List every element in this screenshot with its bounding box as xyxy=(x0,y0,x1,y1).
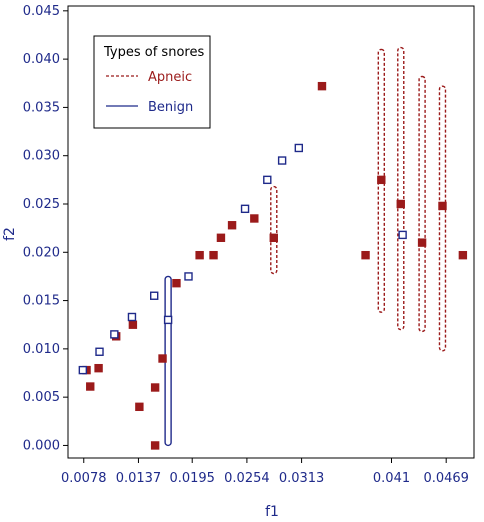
y-tick-label: 0.015 xyxy=(23,294,60,309)
x-tick-label: 0.0469 xyxy=(423,471,469,486)
x-axis-ticks: 0.0078 0.0137 0.0195 0.0254 0.0313 0.041 0.046… xyxy=(61,458,469,486)
apneic-point xyxy=(269,233,278,242)
legend: Types of snores Apneic Benign xyxy=(93,35,211,129)
apneic-range-bar xyxy=(397,46,405,331)
benign-point xyxy=(110,330,119,339)
data-points xyxy=(78,81,468,450)
y-tick-label: 0.035 xyxy=(23,100,60,115)
benign-point xyxy=(163,315,173,325)
legend-title: Types of snores xyxy=(103,45,204,60)
y-tick-label: 0.045 xyxy=(23,4,60,19)
apneic-point xyxy=(172,278,181,288)
y-tick-label: 0.000 xyxy=(23,438,60,453)
apneic-point xyxy=(216,233,226,242)
x-tick-label: 0.0137 xyxy=(116,471,162,486)
apneic-point xyxy=(150,441,160,450)
legend-label-benign: Benign xyxy=(148,100,193,115)
apneic-point xyxy=(438,201,447,211)
plot-frame xyxy=(67,5,475,459)
benign-point xyxy=(184,272,193,281)
apneic-point xyxy=(195,250,204,260)
x-tick-label: 0.041 xyxy=(373,471,410,486)
apneic-point xyxy=(250,214,259,223)
y-tick-label: 0.025 xyxy=(23,197,60,212)
apneic-point xyxy=(417,238,427,247)
x-axis-title: f1 xyxy=(265,504,279,520)
apneic-point xyxy=(135,402,144,412)
y-tick-label: 0.020 xyxy=(23,245,60,260)
apneic-point xyxy=(458,250,468,260)
x-tick-label: 0.0313 xyxy=(279,471,325,486)
benign-point xyxy=(263,175,272,185)
y-axis-ticks: 0.000 0.005 0.010 0.015 0.020 0.025 0.030 0.035… xyxy=(23,4,68,453)
benign-point xyxy=(150,291,159,300)
benign-point xyxy=(78,365,88,375)
benign-point xyxy=(127,312,137,322)
apneic-point xyxy=(86,382,95,391)
benign-point xyxy=(398,230,407,240)
y-tick-label: 0.010 xyxy=(23,342,60,357)
benign-point xyxy=(95,347,104,356)
apneic-point xyxy=(209,250,218,260)
apneic-point xyxy=(227,221,237,230)
x-tick-label: 0.0254 xyxy=(224,471,270,486)
benign-point xyxy=(294,143,304,153)
apneic-point xyxy=(150,383,160,392)
legend-box xyxy=(93,35,211,129)
x-tick-label: 0.0078 xyxy=(61,471,107,486)
apneic-point xyxy=(377,175,386,185)
y-axis-title: f2 xyxy=(2,227,18,241)
apneic-range-bar xyxy=(418,75,426,333)
range-bars xyxy=(164,46,447,447)
apneic-point xyxy=(158,354,167,363)
apneic-range-bar xyxy=(438,85,447,352)
apneic-point xyxy=(317,81,327,91)
apneic-point xyxy=(94,363,103,373)
benign-point xyxy=(240,204,250,214)
apneic-point xyxy=(361,250,370,260)
y-tick-label: 0.040 xyxy=(23,52,60,67)
benign-point xyxy=(277,156,287,165)
apneic-point xyxy=(128,320,138,329)
legend-label-apneic: Apneic xyxy=(148,70,192,85)
apneic-point xyxy=(396,199,405,209)
apneic-range-bar xyxy=(270,185,278,275)
y-tick-label: 0.030 xyxy=(23,149,60,164)
y-tick-label: 0.005 xyxy=(23,390,60,405)
x-tick-label: 0.0195 xyxy=(169,471,215,486)
